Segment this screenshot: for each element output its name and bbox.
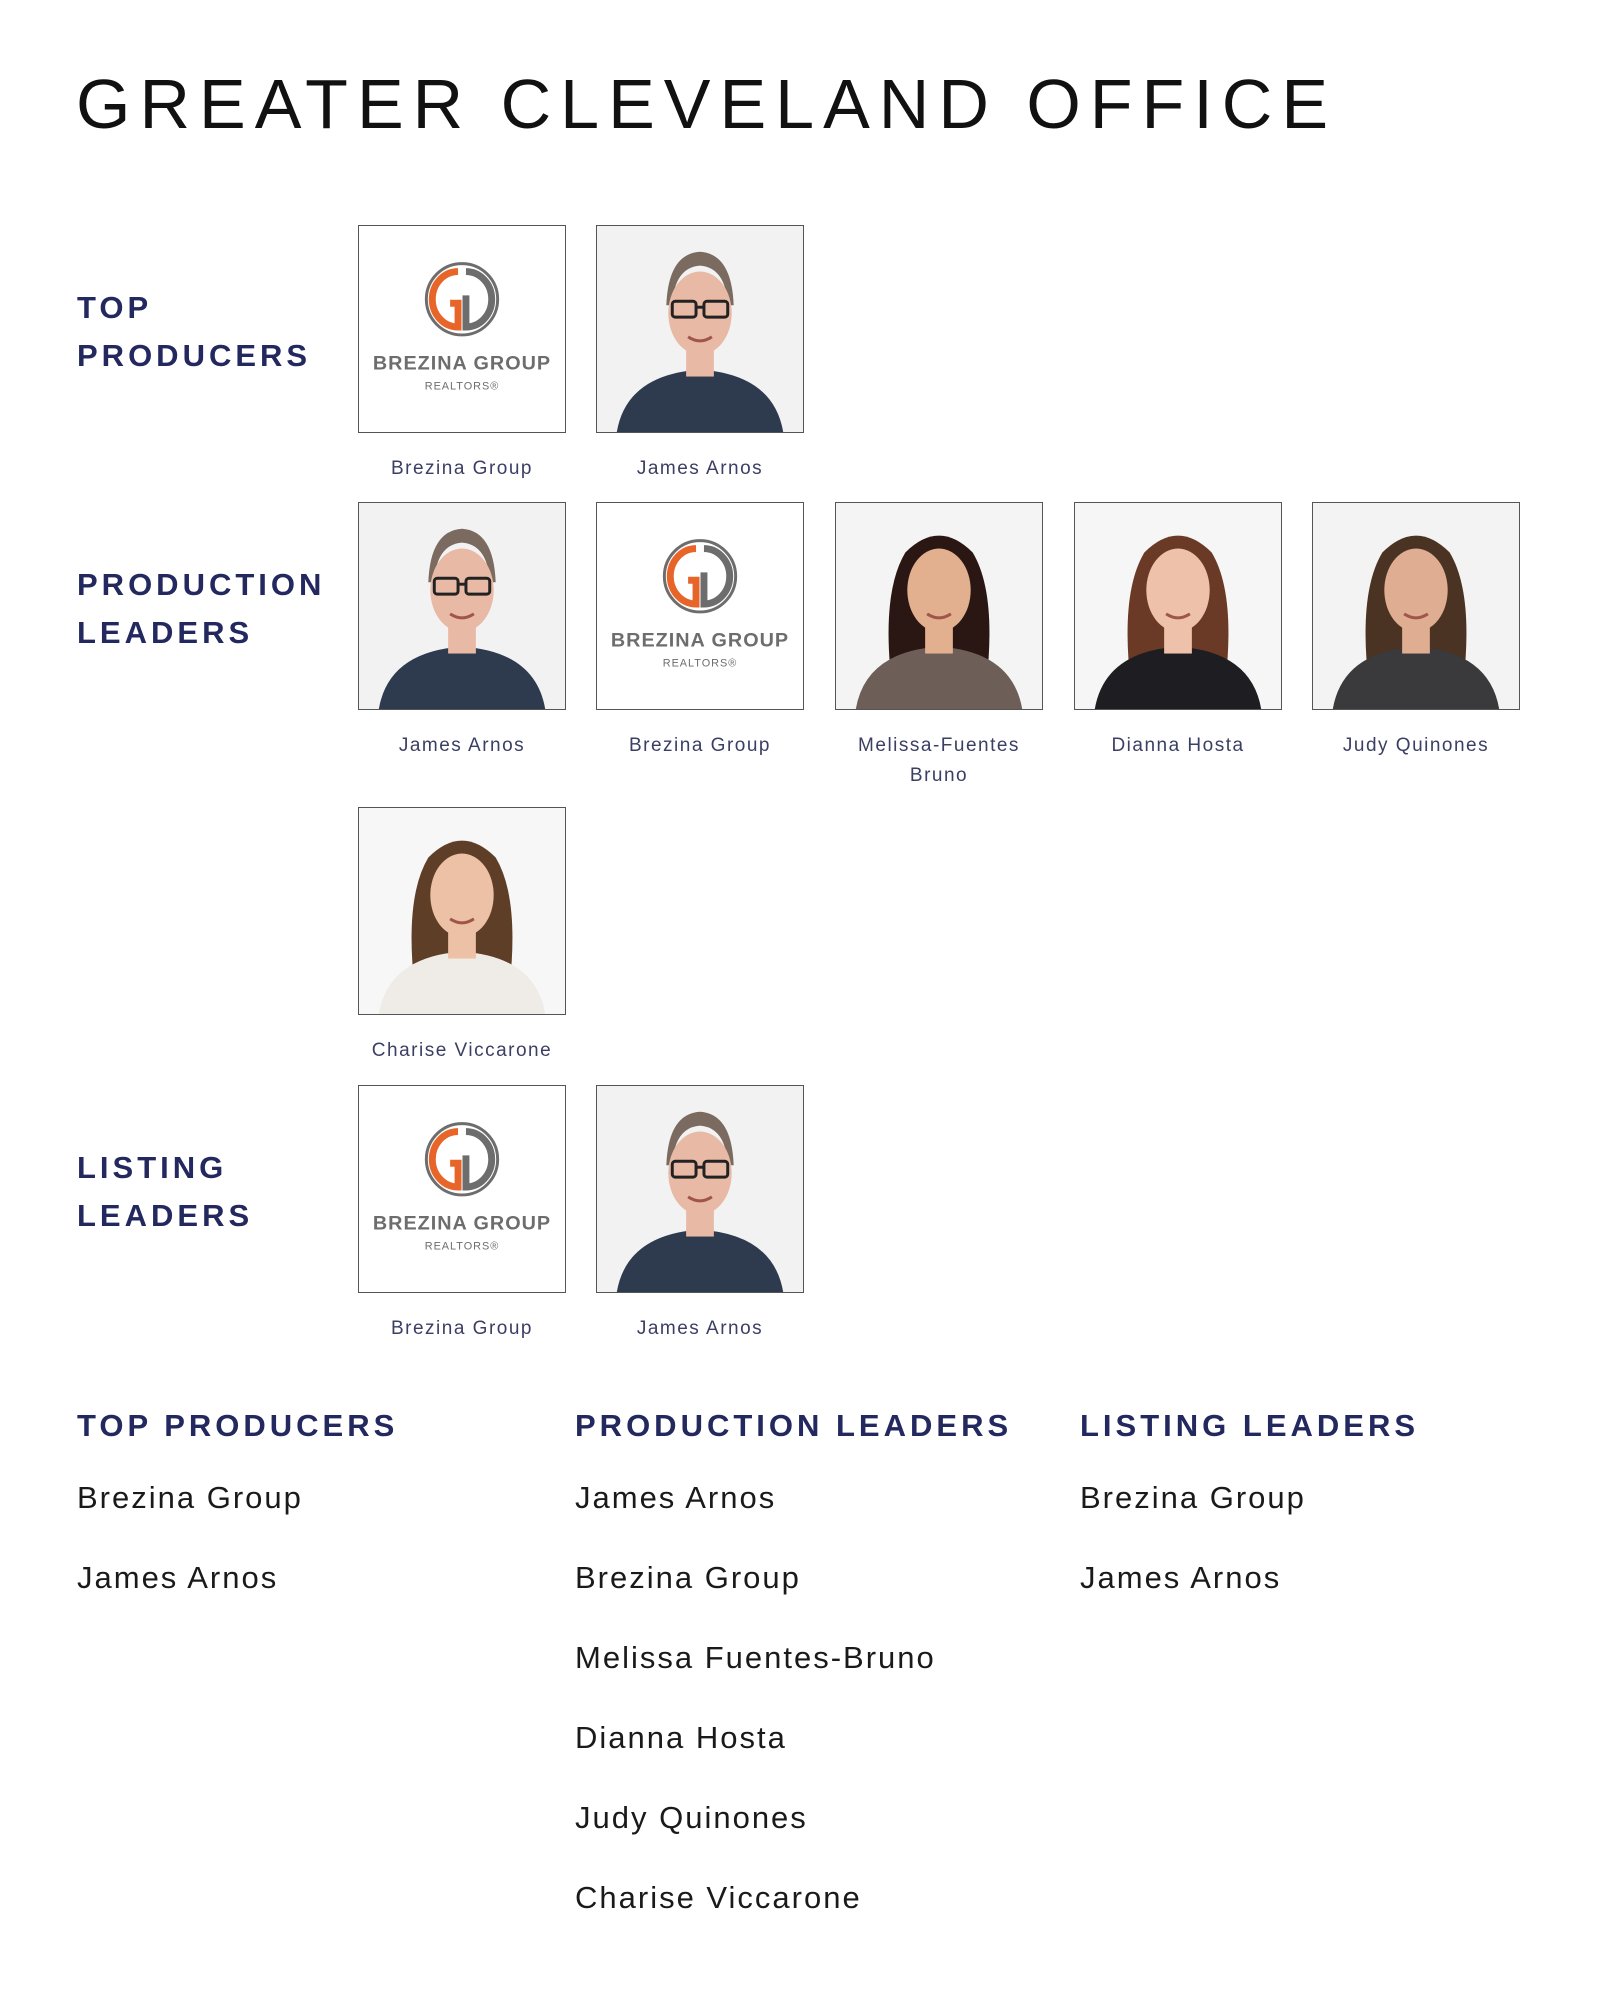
person-photo [1075,503,1281,709]
agent-name-caption: Brezina Group [390,458,533,479]
list-heading-top-producers: TOP PRODUCERS [77,1408,399,1443]
list-item: Brezina Group [1080,1480,1306,1515]
list-item: Brezina Group [575,1560,801,1595]
label-line: PRODUCTION [77,567,326,602]
brezina-group-logo: BREZINA GROUP REALTORS® [373,1122,551,1252]
list-item: James Arnos [1080,1560,1282,1595]
logo-tile[interactable]: BREZINA GROUP REALTORS® [358,1085,566,1293]
svg-text:REALTORS®: REALTORS® [663,657,738,669]
brezina-group-logo: BREZINA GROUP REALTORS® [611,539,789,669]
person-photo [597,226,803,432]
agent-name-caption: Brezina Group [628,735,771,756]
list-item: Judy Quinones [575,1800,808,1835]
agent-photo-tile[interactable] [1074,502,1282,710]
agent-photo-tile[interactable] [358,807,566,1015]
agent-name-caption: James Arnos [398,735,526,756]
agent-name-caption: James Arnos [636,458,764,479]
agent-photo-tile[interactable] [596,225,804,433]
label-line: LISTING [77,1150,228,1185]
logo-tile[interactable]: BREZINA GROUP REALTORS® [596,502,804,710]
section-label-production-leaders: PRODUCTION LEADERS [77,561,325,657]
brezina-group-logo: BREZINA GROUP REALTORS® [373,262,551,392]
label-line: LEADERS [77,615,254,650]
svg-text:REALTORS®: REALTORS® [425,380,500,392]
person-photo [1313,503,1519,709]
section-label-listing-leaders: LISTING LEADERS [77,1144,253,1240]
agent-name-caption: Melissa-Fuentes Bruno [858,735,1020,786]
list-item: James Arnos [575,1480,777,1515]
list-item: Dianna Hosta [575,1720,787,1755]
svg-text:BREZINA GROUP: BREZINA GROUP [373,1213,551,1235]
list-heading-listing-leaders: LISTING LEADERS [1080,1408,1420,1443]
person-photo [836,503,1042,709]
person-photo [597,1086,803,1292]
svg-text:BREZINA GROUP: BREZINA GROUP [373,353,551,375]
list-item: Melissa Fuentes-Bruno [575,1640,936,1675]
svg-text:REALTORS®: REALTORS® [425,1240,500,1252]
agent-photo-tile[interactable] [596,1085,804,1293]
section-label-top-producers: TOP PRODUCERS [77,284,311,380]
person-photo [359,503,565,709]
list-heading-production-leaders: PRODUCTION LEADERS [575,1408,1013,1443]
list-item: Brezina Group [77,1480,303,1515]
person-photo [359,808,565,1014]
label-line: TOP [77,290,153,325]
label-line: PRODUCERS [77,338,312,373]
list-item: James Arnos [77,1560,279,1595]
agent-name-caption: Charise Viccarone [371,1040,553,1061]
list-item: Charise Viccarone [575,1880,862,1915]
logo-tile[interactable]: BREZINA GROUP REALTORS® [358,225,566,433]
agent-photo-tile[interactable] [1312,502,1520,710]
agent-name-caption: Dianna Hosta [1111,735,1245,756]
agent-name-caption: Brezina Group [390,1318,533,1339]
agent-name-caption: Judy Quinones [1342,735,1490,756]
svg-text:BREZINA GROUP: BREZINA GROUP [611,630,789,652]
agent-photo-tile[interactable] [835,502,1043,710]
agent-name-caption: James Arnos [636,1318,764,1339]
page-title: GREATER CLEVELAND OFFICE [76,65,1338,143]
label-line: LEADERS [77,1198,254,1233]
agent-photo-tile[interactable] [358,502,566,710]
